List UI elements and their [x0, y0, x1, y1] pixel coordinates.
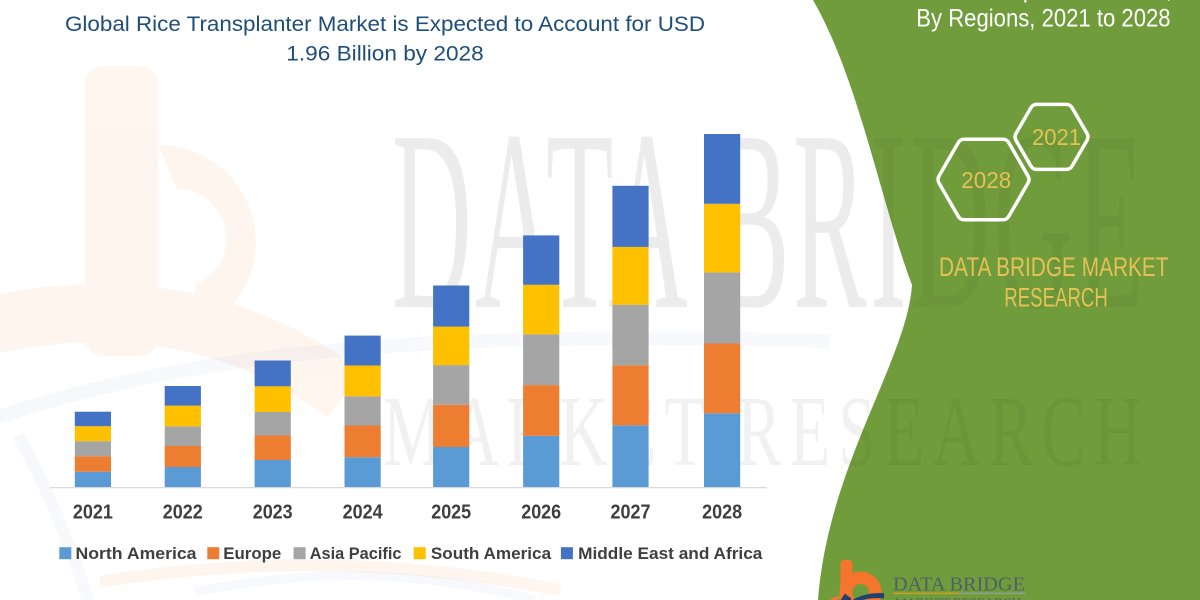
svg-text:South America: South America [431, 544, 552, 563]
svg-text:2028: 2028 [961, 167, 1011, 193]
svg-text:Europe: Europe [223, 544, 281, 563]
svg-text:DATA BRIDGE: DATA BRIDGE [893, 575, 1025, 596]
svg-text:RESEARCH: RESEARCH [1004, 282, 1108, 312]
svg-text:2021: 2021 [1032, 124, 1081, 150]
svg-text:2023: 2023 [253, 500, 293, 523]
svg-text:Middle East and Africa: Middle East and Africa [578, 544, 763, 563]
svg-text:1.96 Billion by 2028: 1.96 Billion by 2028 [286, 43, 483, 66]
svg-text:By Regions, 2021 to 2028: By Regions, 2021 to 2028 [916, 5, 1170, 33]
svg-text:Rice Transplanter Market,: Rice Transplanter Market, [916, 0, 1172, 4]
svg-text:2026: 2026 [521, 500, 561, 523]
svg-text:Asia Pacific: Asia Pacific [310, 544, 402, 563]
svg-text:Global Rice Transplanter Marke: Global Rice Transplanter Market is Expec… [65, 13, 705, 36]
svg-text:2025: 2025 [431, 500, 471, 523]
svg-text:MARKET RESEARCH: MARKET RESEARCH [895, 597, 1021, 600]
svg-text:DATA BRIDGE MARKET: DATA BRIDGE MARKET [939, 252, 1169, 282]
svg-text:2027: 2027 [611, 500, 651, 523]
svg-text:2024: 2024 [343, 500, 384, 523]
svg-text:2022: 2022 [163, 500, 203, 523]
svg-text:2028: 2028 [702, 500, 742, 523]
svg-text:North America: North America [76, 544, 198, 563]
svg-text:2021: 2021 [73, 500, 113, 523]
